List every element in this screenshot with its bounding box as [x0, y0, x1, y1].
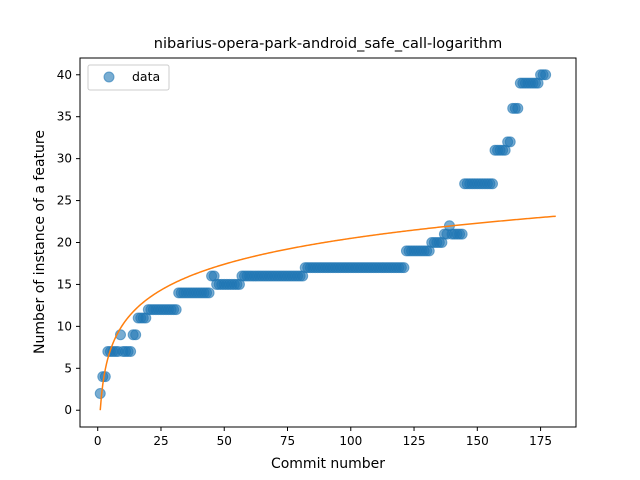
- x-tick-label: 0: [94, 434, 102, 448]
- legend: data: [87, 64, 170, 91]
- data-point: [540, 69, 552, 81]
- plot-area: [94, 69, 556, 411]
- y-axis: 0 5 10 15 20 25 30 35 40: [57, 68, 80, 417]
- y-tick-label: 20: [57, 236, 72, 250]
- x-tick-label: 150: [466, 434, 489, 448]
- x-tick-label: 75: [280, 434, 295, 448]
- data-point: [130, 329, 142, 341]
- chart-title: nibarius-opera-park-android_safe_call-lo…: [154, 36, 502, 52]
- y-tick-label: 30: [57, 152, 72, 166]
- x-tick-label: 50: [217, 434, 232, 448]
- x-axis: 0 25 50 75 100 125 150 175: [94, 427, 552, 448]
- y-tick-label: 25: [57, 194, 72, 208]
- fit-line: [99, 215, 556, 411]
- y-tick-label: 35: [57, 110, 72, 124]
- data-point: [512, 102, 524, 114]
- data-point: [125, 346, 137, 358]
- x-axis-label: Commit number: [271, 456, 385, 472]
- data-point: [504, 136, 516, 148]
- legend-marker-data: [103, 71, 115, 83]
- data-point: [456, 228, 468, 240]
- data-point: [94, 387, 106, 399]
- y-tick-label: 40: [57, 68, 72, 82]
- data-point: [486, 178, 498, 190]
- y-tick-label: 15: [57, 277, 72, 291]
- y-axis-label: Number of instance of a feature: [32, 130, 48, 354]
- x-tick-label: 125: [403, 434, 426, 448]
- y-tick-label: 10: [57, 319, 72, 333]
- x-tick-label: 25: [153, 434, 168, 448]
- x-tick-label: 100: [339, 434, 362, 448]
- data-point: [398, 262, 410, 274]
- data-point: [170, 304, 182, 316]
- y-tick-label: 5: [64, 361, 72, 375]
- legend-box: [87, 64, 170, 91]
- data-point: [203, 287, 215, 299]
- legend-label-data: data: [132, 69, 160, 84]
- x-tick-label: 175: [529, 434, 552, 448]
- y-tick-label: 0: [64, 403, 72, 417]
